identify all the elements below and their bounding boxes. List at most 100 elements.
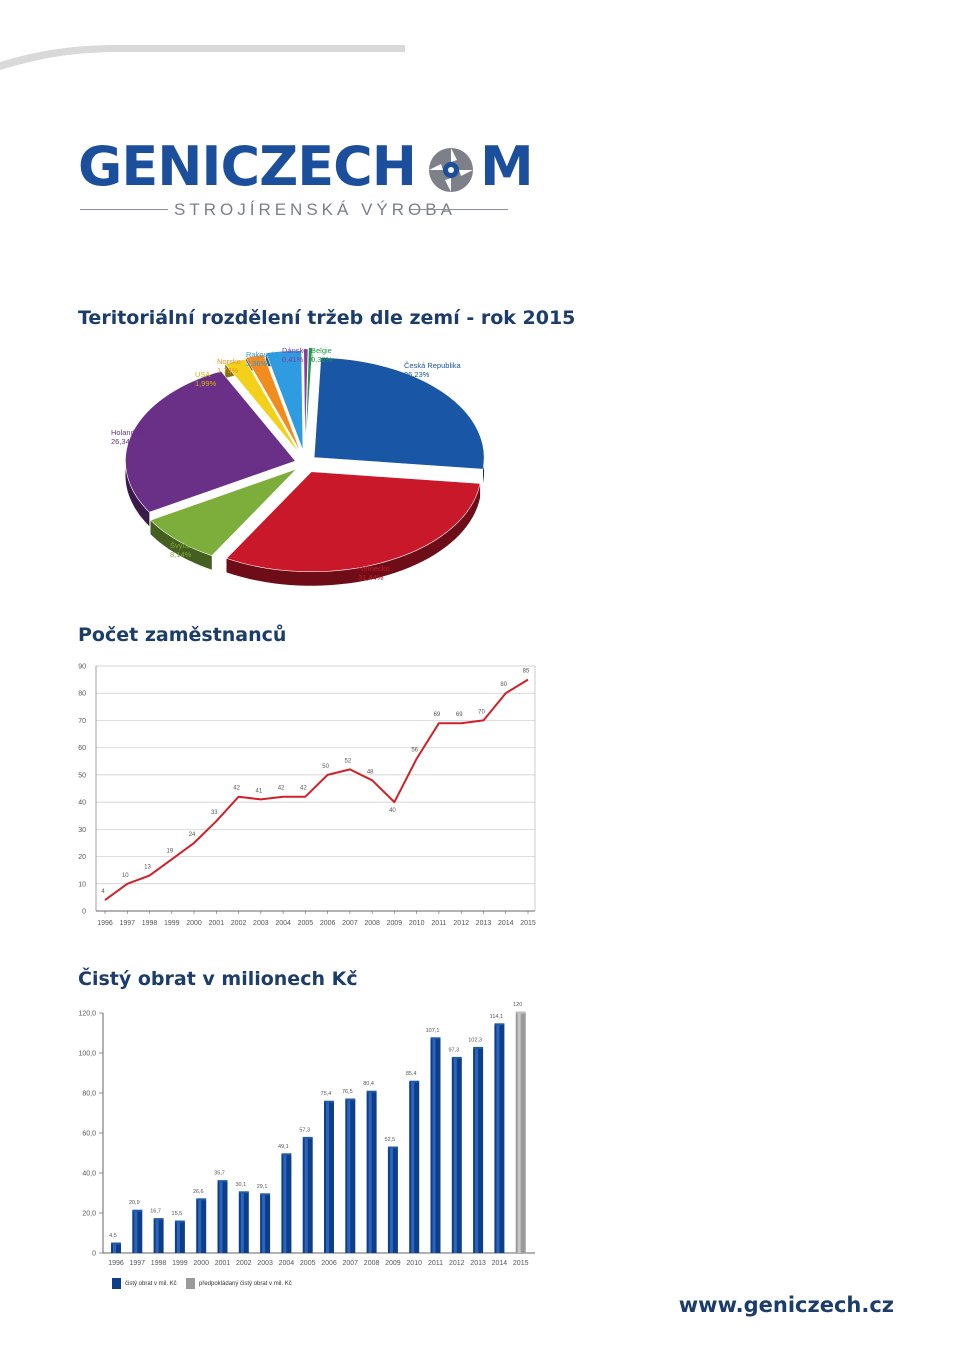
revenue-data-label: 16,7 (150, 1209, 161, 1215)
revenue-bar (111, 1242, 121, 1253)
line-xtick-label: 2008 (364, 920, 380, 927)
bar-xtick-label: 2006 (321, 1260, 337, 1267)
pie-label-name-6: Rakousko (246, 350, 279, 359)
line-xtick-label: 2013 (476, 920, 492, 927)
bar-ytick-label: 40,0 (82, 1171, 96, 1178)
bar-ytick-label: 100,0 (78, 1051, 96, 1058)
employees-data-label: 40 (389, 808, 396, 814)
revenue-data-label: 114,1 (490, 1014, 503, 1020)
line-xtick-label: 2015 (520, 920, 536, 927)
revenue-bar (366, 1090, 377, 1253)
employees-data-label: 69 (434, 712, 441, 718)
line-xtick-label: 2001 (209, 920, 225, 927)
logo-rule-right (410, 209, 508, 210)
pie-label-value-1: 31,44% (358, 573, 384, 582)
legend-actual-label: čistý obrat v mil. Kč (125, 1281, 177, 1287)
bar-xtick-label: 2009 (385, 1260, 401, 1267)
revenue-bar (451, 1056, 462, 1253)
line-xtick-label: 2006 (320, 920, 336, 927)
pie-chart-title: Teritoriální rozdělení tržeb dle zemí - … (78, 307, 576, 329)
pie-label-name-4: USA (195, 370, 210, 379)
revenue-bar (345, 1098, 356, 1253)
employees-data-label: 13 (144, 865, 151, 871)
revenue-bar (494, 1023, 505, 1253)
bar-xtick-label: 2012 (449, 1260, 465, 1267)
revenue-bar (430, 1037, 441, 1253)
revenue-data-label: 15,5 (172, 1211, 183, 1217)
employees-line-chart: 0 10 20 30 40 50 60 70 80 90 1996 1997 1998 1999 2000 2… (78, 664, 536, 928)
bar-ytick-label: 80,0 (82, 1091, 96, 1098)
revenue-data-label: 49,1 (278, 1144, 289, 1150)
line-xtick-label: 2005 (298, 920, 314, 927)
line-xtick-label: 1999 (164, 920, 180, 927)
gear-icon (429, 148, 473, 192)
employees-data-label: 50 (322, 764, 329, 770)
revenue-data-label: 26,6 (193, 1189, 204, 1195)
revenue-bar (473, 1046, 484, 1253)
bar-xtick-label: 2015 (513, 1260, 529, 1267)
logo-brand-text: GENICZECH (78, 135, 417, 198)
revenue-data-label: 4,5 (109, 1233, 117, 1239)
pie-label-name-8: Belgie (311, 346, 332, 355)
website-url: www.geniczech.cz (678, 1293, 894, 1317)
employees-data-label: 33 (211, 810, 218, 816)
revenue-data-label: 80,4 (363, 1081, 374, 1087)
revenue-bar (153, 1218, 164, 1253)
revenue-data-label: 29,1 (257, 1184, 268, 1190)
pie-label-value-6: 3,36% (246, 359, 268, 368)
line-xtick-label: 2007 (342, 920, 358, 927)
employees-data-label: 24 (189, 832, 196, 838)
bar-xtick-label: 2003 (257, 1260, 273, 1267)
pie-label-name-3: Holandsko (111, 428, 146, 437)
employees-data-label: 42 (278, 786, 285, 792)
revenue-data-label: 30,1 (235, 1182, 246, 1188)
line-ytick-label: 80 (78, 691, 86, 698)
pie-label-name-2: Švýcarsko (170, 541, 205, 550)
revenue-chart-title: Čistý obrat v milionech Kč (78, 968, 358, 990)
bar-ytick-label: 60,0 (82, 1131, 96, 1138)
logo-brand-end: M (480, 135, 534, 198)
bar-xtick-label: 2011 (428, 1260, 443, 1267)
pie-slice-6 (265, 350, 304, 451)
revenue-bar (387, 1146, 398, 1253)
employees-data-label: 4 (101, 889, 105, 895)
line-xtick-label: 2004 (275, 920, 291, 927)
line-ytick-label: 40 (78, 800, 86, 807)
revenue-bar (238, 1191, 249, 1253)
revenue-data-label: 75,4 (321, 1091, 332, 1097)
bar-xtick-label: 2004 (279, 1260, 295, 1267)
employees-data-label: 69 (456, 712, 463, 718)
revenue-data-label: 85,4 (406, 1071, 417, 1077)
bar-xtick-label: 1997 (130, 1260, 146, 1267)
legend-projected-swatch (186, 1278, 195, 1289)
revenue-bar (260, 1193, 271, 1253)
pie-slice-1 (225, 471, 481, 573)
projected-revenue-bar (515, 1011, 526, 1253)
revenue-data-label: 107,1 (426, 1028, 440, 1034)
pie-label-value-3: 26,34% (111, 437, 137, 446)
employees-data-label: 48 (367, 769, 374, 775)
pie-slice-7 (303, 348, 309, 450)
legend-projected-label: předpokládaný čistý obrat v mil. Kč (199, 1281, 292, 1287)
pie-label-value-5: 1,73% (217, 366, 239, 375)
employees-data-label: 70 (478, 709, 485, 715)
top-stripe (0, 45, 405, 70)
line-ytick-label: 70 (78, 718, 86, 725)
company-logo: GENICZECH M STROJÍRENSKÁ VÝROBA (78, 135, 534, 230)
pie-slice-0 (313, 357, 485, 470)
bar-ytick-label: 20,0 (82, 1211, 96, 1218)
revenue-bar (281, 1153, 292, 1253)
line-xtick-label: 2003 (253, 920, 269, 927)
pie-slice-side-1 (226, 483, 481, 586)
pie-label-value-8: 0,36% (311, 355, 333, 364)
bar-xtick-label: 1999 (172, 1260, 188, 1267)
bar-xtick-label: 2002 (236, 1260, 252, 1267)
revenue-data-label: 97,3 (448, 1047, 459, 1053)
revenue-data-label: 76,5 (342, 1089, 353, 1095)
line-xtick-label: 2010 (409, 920, 425, 927)
legend-actual-swatch (112, 1278, 121, 1289)
logo-rule-left (80, 209, 168, 210)
bar-xtick-label: 2008 (364, 1260, 380, 1267)
employees-data-label: 42 (300, 786, 307, 792)
